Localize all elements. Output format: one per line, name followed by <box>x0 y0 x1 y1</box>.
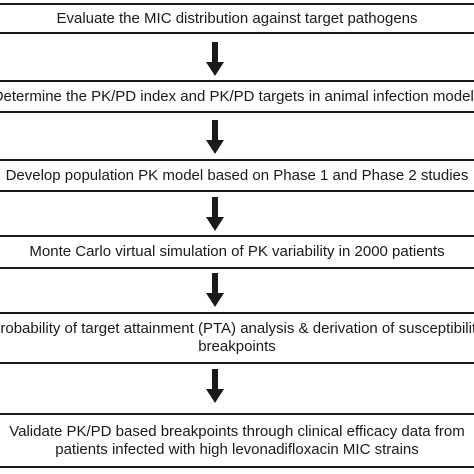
down-arrow-icon <box>205 197 225 233</box>
flow-step-4: Monte Carlo virtual simulation of PK var… <box>0 235 474 269</box>
step-6-text-line-2: patients infected with high levonadiflox… <box>55 440 419 458</box>
step-2-text: Determine the PK/PD index and PK/PD targ… <box>0 87 474 105</box>
flow-step-1: Evaluate the MIC distribution against ta… <box>0 3 474 34</box>
step-6-text-line-1: Validate PK/PD based breakpoints through… <box>9 422 465 440</box>
step-5-text-line-2: breakpoints <box>198 338 276 355</box>
flow-step-6: Validate PK/PD based breakpoints through… <box>0 413 474 468</box>
step-4-text: Monte Carlo virtual simulation of PK var… <box>29 243 445 260</box>
down-arrow-icon <box>205 273 225 309</box>
down-arrow-icon <box>205 369 225 405</box>
step-5-text-line-1: Probability of target attainment (PTA) a… <box>0 320 474 337</box>
down-arrow-icon <box>205 120 225 156</box>
down-arrow-icon <box>205 42 225 78</box>
flow-step-2: Determine the PK/PD index and PK/PD targ… <box>0 80 474 113</box>
flow-step-3: Develop population PK model based on Pha… <box>0 159 474 192</box>
step-1-text: Evaluate the MIC distribution against ta… <box>56 9 418 27</box>
step-3-text: Develop population PK model based on Pha… <box>5 166 469 184</box>
flow-step-5: Probability of target attainment (PTA) a… <box>0 312 474 364</box>
